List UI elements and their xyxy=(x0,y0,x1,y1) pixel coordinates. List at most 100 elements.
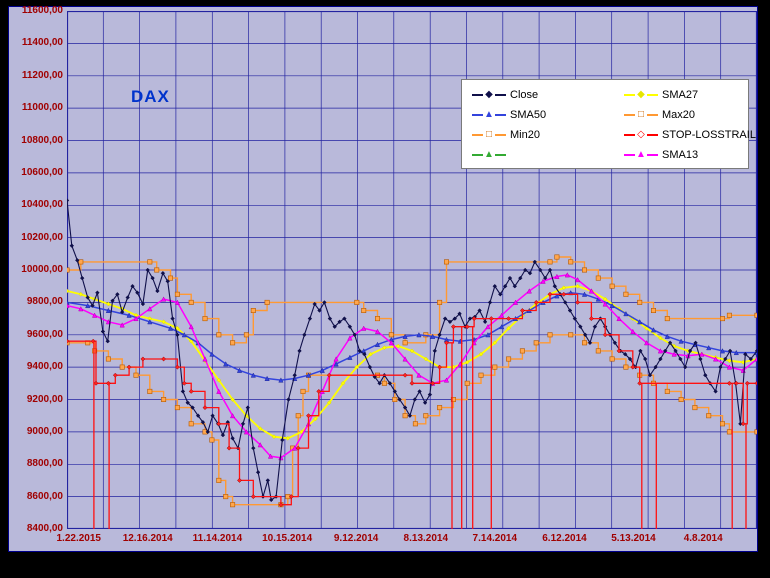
series-marker xyxy=(174,405,180,411)
series-marker xyxy=(392,396,398,402)
series-marker xyxy=(264,299,270,305)
series-marker xyxy=(547,291,553,297)
series-marker xyxy=(295,445,301,451)
series-marker xyxy=(582,332,588,338)
series-marker xyxy=(79,275,85,281)
series-sma13 xyxy=(67,274,757,459)
series-marker xyxy=(627,356,633,362)
legend-marker-icon: ▲ xyxy=(484,148,494,160)
series-marker xyxy=(637,380,643,386)
series-marker xyxy=(347,335,353,341)
series-marker xyxy=(612,340,618,346)
series-marker xyxy=(407,413,413,418)
series-marker xyxy=(216,377,222,383)
series-marker xyxy=(467,316,473,321)
series-marker xyxy=(392,389,398,394)
series-marker xyxy=(512,283,518,289)
series-marker xyxy=(302,332,307,338)
series-marker xyxy=(100,329,106,334)
series-marker xyxy=(388,340,394,346)
chart-frame: 11600,00 11400,00 11200,00 11000,00 10800,00… xyxy=(8,5,758,552)
legend-line xyxy=(472,113,483,116)
legend-line xyxy=(624,113,635,116)
series-marker xyxy=(538,267,543,273)
series-marker xyxy=(223,361,229,367)
series-marker xyxy=(657,348,664,354)
series-marker xyxy=(609,356,615,362)
series-marker xyxy=(67,302,70,309)
series-marker xyxy=(147,319,153,325)
series-marker xyxy=(609,302,615,309)
series-marker xyxy=(337,319,342,325)
y-tick-label: 11600,00 xyxy=(21,5,63,16)
legend-label: SMA27 xyxy=(662,88,699,101)
series-marker xyxy=(437,405,443,411)
series-marker xyxy=(602,332,608,338)
series-marker xyxy=(581,340,587,346)
series-marker xyxy=(443,377,450,383)
series-marker xyxy=(602,301,608,307)
series-marker xyxy=(581,291,588,297)
series-marker xyxy=(658,335,663,341)
series-marker xyxy=(92,348,98,354)
series-marker xyxy=(519,348,525,354)
series-marker xyxy=(352,332,357,338)
series-marker xyxy=(368,351,373,357)
series-marker xyxy=(450,396,456,402)
series-marker xyxy=(713,389,718,394)
series-marker xyxy=(188,299,194,305)
series-marker xyxy=(650,307,656,313)
series-marker xyxy=(268,497,274,503)
series-marker xyxy=(78,259,84,265)
series-marker xyxy=(568,259,574,265)
series-marker xyxy=(67,299,70,305)
series-marker xyxy=(288,494,294,500)
series-marker xyxy=(119,322,125,328)
series-marker xyxy=(317,308,322,313)
series-marker xyxy=(230,502,236,508)
series-marker xyxy=(637,319,643,325)
series-marker xyxy=(726,380,732,386)
series-marker xyxy=(105,380,111,386)
series-marker xyxy=(312,301,317,307)
y-tick-label: 8400,00 xyxy=(26,523,63,534)
series-marker xyxy=(78,291,84,297)
legend-line xyxy=(472,93,483,96)
y-tick-label: 9600,00 xyxy=(26,328,63,340)
series-marker xyxy=(119,364,125,370)
series-marker xyxy=(216,421,222,427)
series-marker xyxy=(719,316,725,322)
series-marker xyxy=(519,308,525,313)
series-marker xyxy=(278,502,284,508)
series-marker xyxy=(251,445,256,451)
series-marker xyxy=(581,267,587,273)
series-marker xyxy=(230,340,236,346)
series-marker xyxy=(165,279,170,284)
series-marker xyxy=(437,364,443,370)
series-marker xyxy=(327,316,333,321)
series-marker xyxy=(361,307,367,313)
series-marker xyxy=(69,243,75,248)
series-marker xyxy=(285,435,291,441)
series-marker xyxy=(416,372,422,378)
series-marker xyxy=(188,421,194,427)
series-marker xyxy=(402,333,408,339)
series-marker xyxy=(200,419,206,425)
series-marker xyxy=(409,380,415,386)
y-tick-label: 11400,00 xyxy=(21,37,63,49)
series-marker xyxy=(427,392,433,397)
series-marker xyxy=(75,258,80,263)
series-marker xyxy=(185,400,190,405)
legend-marker-icon: ▲ xyxy=(484,108,494,120)
series-marker xyxy=(443,259,449,265)
series-marker xyxy=(229,412,236,419)
legend-line xyxy=(495,93,506,96)
series-marker xyxy=(265,478,271,483)
series-min20 xyxy=(67,334,757,506)
series-marker xyxy=(522,267,528,273)
series-marker xyxy=(574,276,581,283)
series-marker xyxy=(357,348,362,354)
series-marker xyxy=(692,405,698,411)
series-marker xyxy=(416,332,422,338)
